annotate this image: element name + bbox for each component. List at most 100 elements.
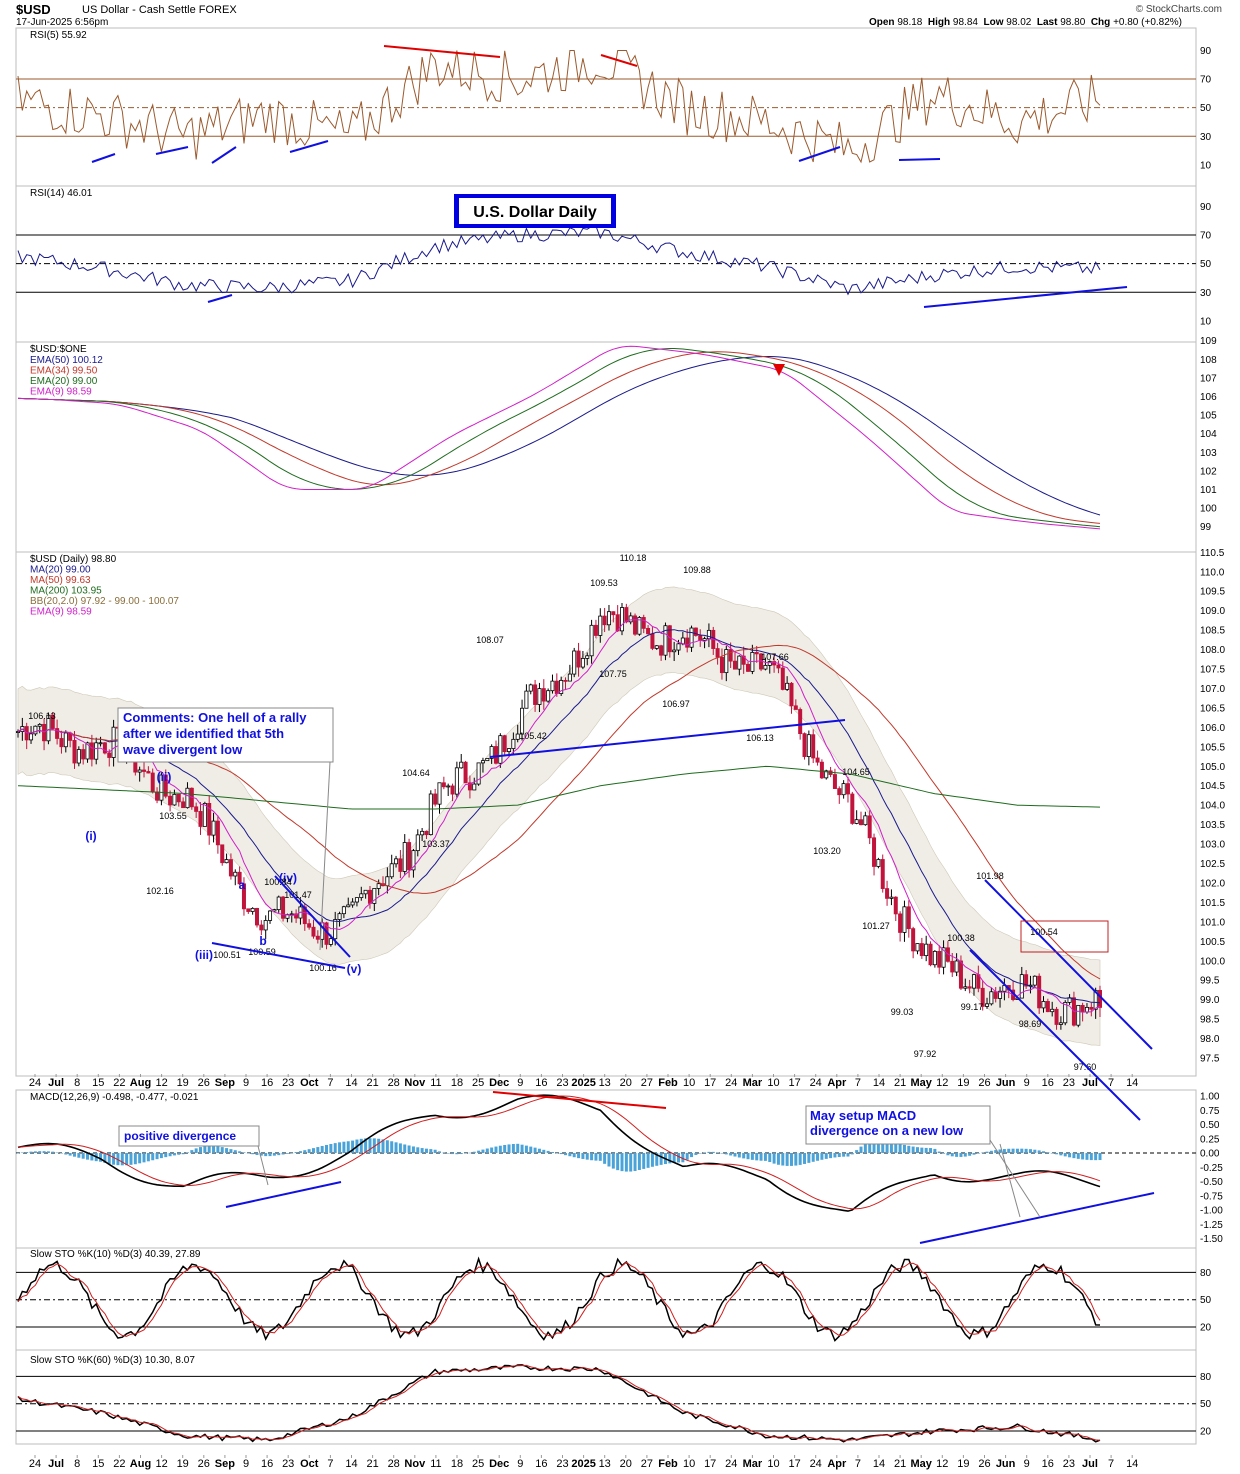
- macd-histogram-bar: [238, 1151, 242, 1153]
- x-axis-label: Apr: [827, 1077, 847, 1089]
- price-label: 110.18: [620, 553, 647, 563]
- price-label: 97.60: [1074, 1062, 1097, 1072]
- macd-histogram-bar: [199, 1147, 203, 1153]
- candle-body: [411, 850, 416, 871]
- macd-histogram-bar: [255, 1153, 259, 1155]
- candle-body: [776, 664, 781, 669]
- macd-histogram-bar: [20, 1152, 24, 1154]
- candle-body: [533, 684, 538, 705]
- candle-body: [598, 615, 603, 636]
- macd-histogram-bar: [346, 1141, 350, 1153]
- candle-body: [524, 690, 529, 709]
- macd-histogram-bar: [368, 1138, 372, 1153]
- candle-body: [737, 655, 742, 670]
- x-axis-label: 10: [767, 1458, 779, 1470]
- sto60-tick-label: 20: [1200, 1427, 1212, 1438]
- x-axis-label: Jul: [1082, 1077, 1098, 1089]
- macd-histogram-bar: [38, 1151, 42, 1153]
- macd-histogram-bar: [99, 1153, 103, 1162]
- x-axis-label: 12: [155, 1458, 167, 1470]
- candle-body: [107, 752, 112, 758]
- candle-body: [845, 783, 850, 795]
- candle-body: [837, 788, 842, 796]
- candle-body: [185, 787, 190, 809]
- candle-body: [254, 907, 259, 926]
- macd-histogram-bar: [146, 1153, 150, 1162]
- candle-body: [550, 680, 555, 692]
- macd-histogram-bar: [942, 1153, 946, 1154]
- candle-body: [63, 732, 68, 748]
- x-axis-label: 7: [855, 1077, 861, 1089]
- candle-body: [372, 888, 377, 904]
- macd-histogram-bar: [607, 1153, 611, 1167]
- macd-histogram-bar: [242, 1152, 246, 1153]
- macd-histogram-bar: [559, 1153, 563, 1155]
- macd-histogram-bar: [850, 1153, 854, 1155]
- candle-body: [181, 801, 186, 809]
- macd-note-pointer: [989, 1139, 1041, 1218]
- trendline: [898, 158, 941, 161]
- candle-body: [311, 926, 316, 937]
- candle-body: [289, 913, 294, 916]
- ema-legend-title: $USD:$ONE: [30, 344, 87, 355]
- ema-tick-label: 107: [1200, 373, 1217, 384]
- macd-histogram-bar: [690, 1153, 694, 1158]
- candle-body: [142, 769, 147, 772]
- candle-body: [832, 774, 837, 789]
- candle-body: [1093, 989, 1098, 1010]
- macd-histogram-bar: [264, 1153, 268, 1157]
- macd-histogram-bar: [785, 1153, 789, 1166]
- x-axis-label: 23: [556, 1458, 568, 1470]
- macd-histogram-bar: [798, 1153, 802, 1165]
- candle-body: [55, 728, 60, 739]
- macd-histogram-bar: [894, 1142, 898, 1153]
- candle-body: [29, 733, 34, 741]
- candle-body: [85, 742, 90, 760]
- candle-body: [94, 742, 99, 760]
- macd-histogram-bar: [968, 1153, 972, 1156]
- x-axis-label: Jun: [996, 1077, 1016, 1089]
- candle-body: [276, 896, 281, 911]
- macd-histogram-bar: [268, 1153, 272, 1157]
- trendline: [984, 879, 1153, 1050]
- macd-histogram-bar: [924, 1147, 928, 1153]
- candle-body: [593, 624, 598, 636]
- macd-histogram-bar: [429, 1149, 433, 1153]
- macd-tick-label: -0.75: [1200, 1191, 1223, 1202]
- candle-body: [172, 793, 177, 806]
- macd-histogram-bar: [311, 1148, 315, 1153]
- candle-body: [1032, 975, 1037, 986]
- x-axis-label: 14: [345, 1458, 357, 1470]
- x-axis-label: 22: [113, 1077, 125, 1089]
- macd-histogram-bar: [1089, 1153, 1093, 1161]
- price-tick-label: 110.5: [1200, 548, 1225, 559]
- price-label: 100.54: [1030, 927, 1058, 937]
- candle-body: [954, 960, 959, 973]
- candle-body: [815, 757, 820, 763]
- candle-body: [215, 820, 220, 846]
- macd-histogram-bar: [25, 1152, 29, 1153]
- candle-body: [650, 633, 655, 649]
- candle-body: [606, 611, 611, 626]
- macd-tick-label: 1.00: [1200, 1092, 1220, 1103]
- macd-histogram-bar: [537, 1148, 541, 1153]
- x-axis-label: Apr: [827, 1458, 847, 1470]
- price-tick-label: 109.0: [1200, 606, 1225, 617]
- chart-header: $USD US Dollar - Cash Settle FOREX 17-Ju…: [0, 0, 1240, 32]
- candle-body: [685, 637, 690, 648]
- x-axis-label: 24: [29, 1458, 41, 1470]
- candle-body: [915, 943, 920, 952]
- candle-body: [359, 893, 364, 899]
- macd-histogram-bar: [603, 1153, 607, 1164]
- macd-histogram-bar: [1081, 1153, 1085, 1160]
- macd-histogram-bar: [524, 1145, 528, 1153]
- macd-histogram-bar: [338, 1142, 342, 1153]
- trendline: [91, 153, 116, 163]
- price-label: 97.92: [914, 1049, 937, 1059]
- candle-body: [315, 935, 320, 940]
- x-axis-label: 23: [282, 1077, 294, 1089]
- macd-histogram-bar: [676, 1153, 680, 1163]
- candle-body: [385, 876, 390, 887]
- candle-body: [207, 803, 212, 836]
- macd-histogram-bar: [359, 1138, 363, 1153]
